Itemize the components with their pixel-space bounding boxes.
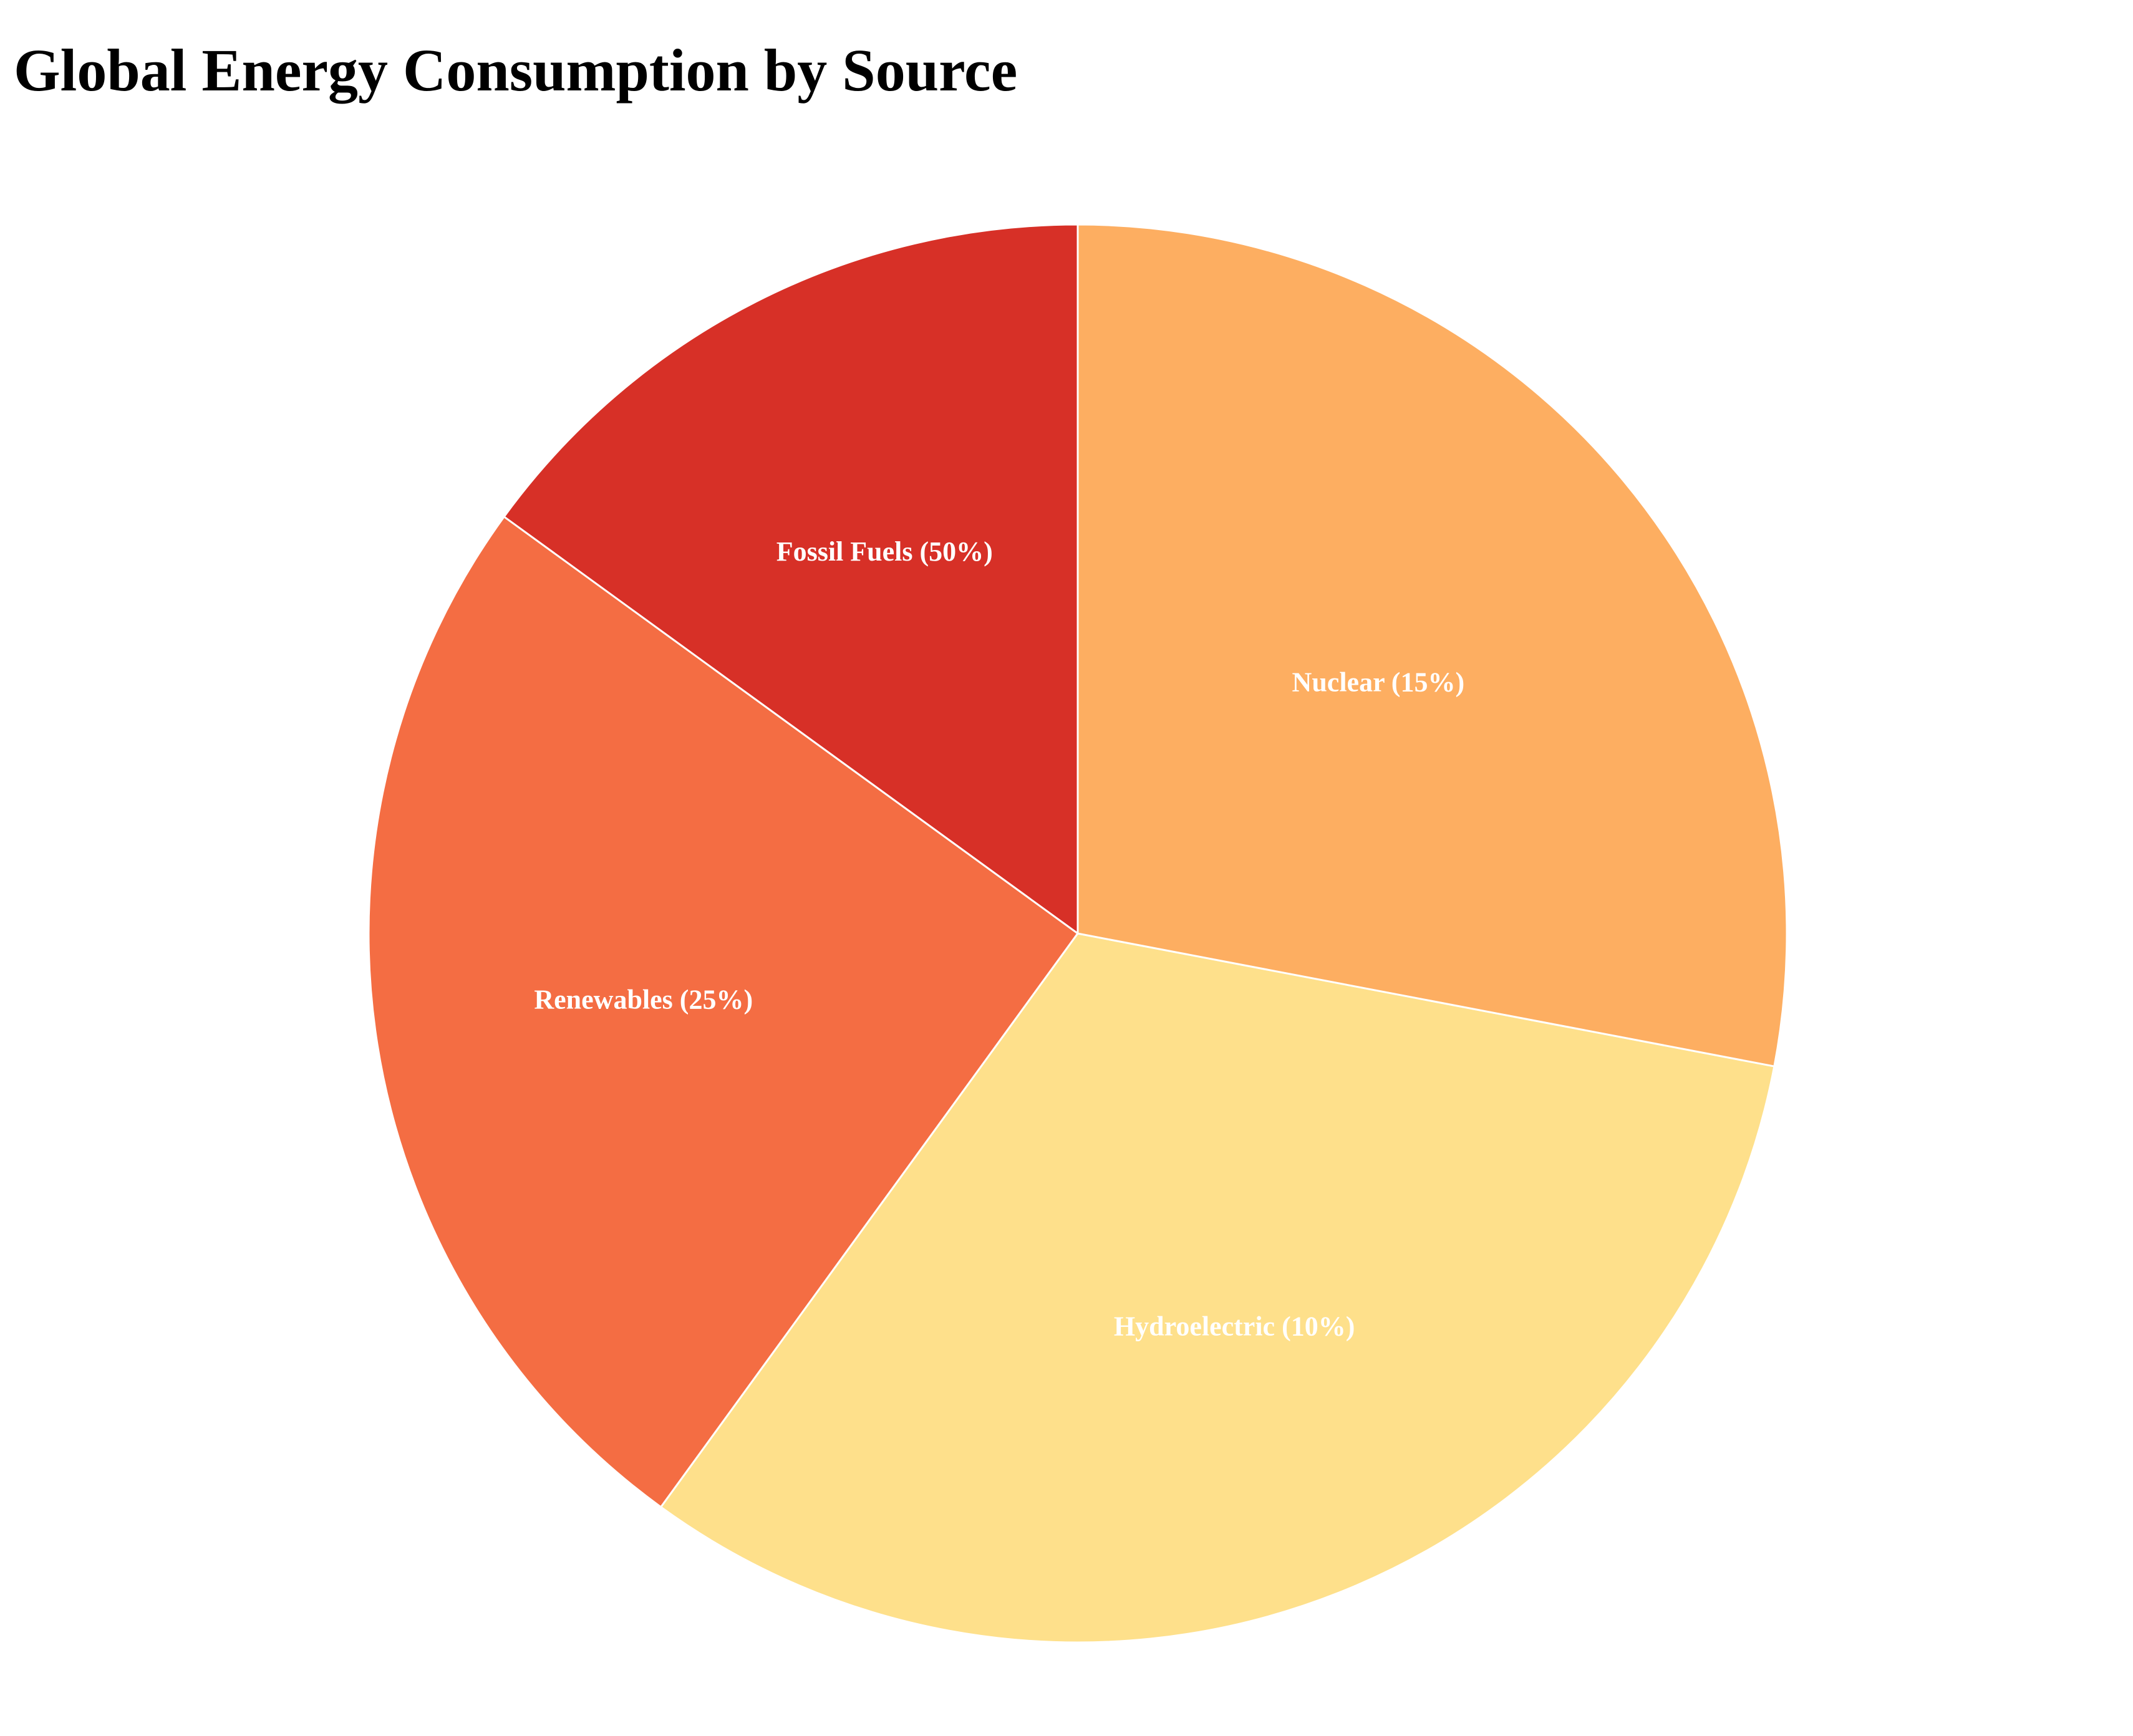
slice-label-renewables: Renewables (25%) — [534, 984, 753, 1015]
slice-label-nuclear: Nuclear (15%) — [1292, 667, 1465, 697]
pie-slices — [367, 223, 1788, 1644]
chart-title: Global Energy Consumption by Source — [14, 37, 1018, 104]
pie-slice-fossil-fuels — [503, 223, 1079, 935]
pie-slice-renewables — [367, 516, 1079, 1508]
pie-slice-hydroelectric — [660, 932, 1776, 1644]
pie-slice-nuclear — [1076, 223, 1788, 1068]
pie-labels: Fossil Fuels (50%) Renewables (25%) Hydroe… — [534, 536, 1464, 1341]
slice-label-fossil-fuels: Fossil Fuels (50%) — [776, 536, 993, 567]
slice-label-hydroelectric: Hydroelectric (10%) — [1114, 1311, 1355, 1341]
